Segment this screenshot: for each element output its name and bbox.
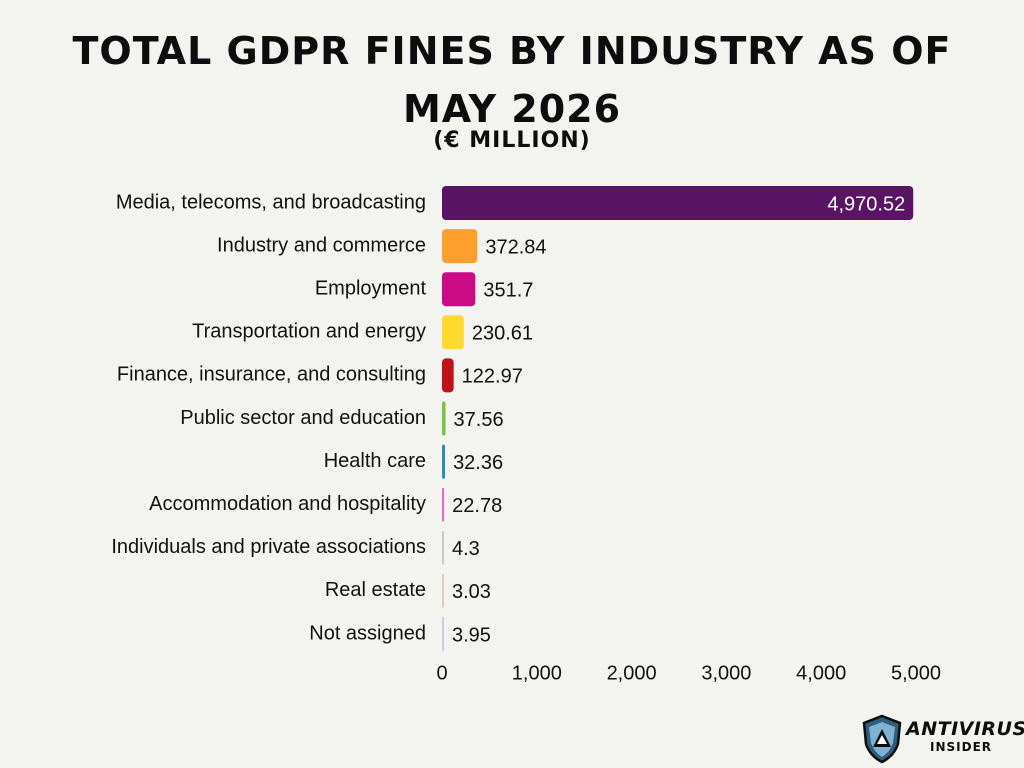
bar bbox=[442, 272, 476, 307]
category-label: Employment bbox=[315, 277, 427, 299]
category-label: Individuals and private associations bbox=[111, 536, 426, 558]
value-label: 32.36 bbox=[453, 452, 503, 474]
x-tick-label: 3,000 bbox=[701, 662, 751, 684]
bar bbox=[442, 229, 478, 264]
category-label: Transportation and energy bbox=[192, 321, 426, 343]
category-label: Industry and commerce bbox=[217, 234, 426, 256]
x-tick-label: 4,000 bbox=[796, 662, 846, 684]
chart-subtitle: (€ MILLION) bbox=[433, 128, 591, 153]
chart-title: TOTAL GDPR FINES BY INDUSTRY AS OF MAY 2… bbox=[0, 22, 1024, 138]
value-label: 4,970.52 bbox=[827, 193, 905, 215]
category-label: Accommodation and hospitality bbox=[149, 493, 426, 515]
logo-subtext: INSIDER bbox=[930, 740, 993, 754]
chart-title-line-2: MAY 2026 bbox=[402, 87, 622, 131]
value-label: 3.95 bbox=[452, 624, 491, 646]
value-label: 3.03 bbox=[452, 581, 491, 603]
value-label: 22.78 bbox=[452, 495, 502, 517]
bar bbox=[442, 573, 444, 608]
category-label: Real estate bbox=[325, 579, 426, 601]
bar bbox=[442, 315, 464, 350]
shield-icon bbox=[862, 714, 902, 764]
category-label: Media, telecoms, and broadcasting bbox=[116, 191, 426, 213]
bar bbox=[442, 186, 914, 220]
bar bbox=[442, 358, 454, 393]
chart-title-line-1: TOTAL GDPR FINES BY INDUSTRY AS OF bbox=[72, 29, 952, 73]
category-label: Finance, insurance, and consulting bbox=[117, 364, 426, 386]
antivirus-insider-logo: ANTIVIRUS INSIDER bbox=[860, 714, 1024, 764]
value-label: 122.97 bbox=[462, 366, 523, 388]
value-label: 37.56 bbox=[454, 409, 504, 431]
value-label: 4.3 bbox=[452, 538, 480, 560]
value-label: 351.7 bbox=[483, 279, 533, 301]
category-label: Not assigned bbox=[309, 622, 426, 644]
x-tick-label: 2,000 bbox=[607, 662, 657, 684]
value-label: 230.61 bbox=[472, 323, 533, 345]
x-tick-label: 5,000 bbox=[891, 662, 941, 684]
x-tick-label: 0 bbox=[436, 662, 447, 684]
value-label: 372.84 bbox=[485, 236, 546, 258]
category-label: Public sector and education bbox=[180, 407, 426, 429]
bar bbox=[442, 530, 444, 565]
bar bbox=[442, 487, 445, 522]
logo-text: ANTIVIRUS bbox=[906, 718, 1024, 740]
x-tick-label: 1,000 bbox=[512, 662, 562, 684]
bar bbox=[442, 401, 446, 436]
bar bbox=[442, 444, 446, 479]
bar bbox=[442, 617, 444, 651]
category-label: Health care bbox=[324, 450, 426, 472]
